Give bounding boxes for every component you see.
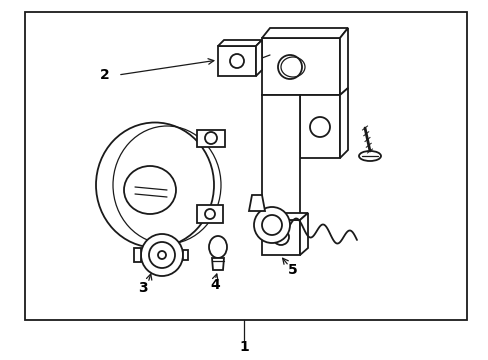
Circle shape [278, 55, 302, 79]
Polygon shape [134, 248, 141, 262]
Polygon shape [218, 40, 262, 46]
Circle shape [253, 207, 289, 243]
Polygon shape [218, 46, 256, 76]
Polygon shape [212, 258, 224, 270]
Polygon shape [339, 28, 347, 95]
Polygon shape [197, 205, 223, 223]
Text: 2: 2 [100, 68, 110, 82]
Polygon shape [262, 38, 339, 95]
Circle shape [204, 132, 217, 144]
Ellipse shape [124, 166, 176, 214]
Polygon shape [262, 95, 299, 220]
Circle shape [149, 242, 175, 268]
Circle shape [158, 251, 165, 259]
Polygon shape [197, 130, 224, 147]
Circle shape [229, 54, 244, 68]
Text: 3: 3 [138, 281, 147, 295]
Polygon shape [299, 213, 307, 255]
Text: 1: 1 [239, 340, 248, 354]
Polygon shape [256, 40, 262, 76]
Circle shape [272, 229, 288, 245]
Polygon shape [248, 195, 264, 211]
Polygon shape [339, 88, 347, 158]
Circle shape [204, 209, 215, 219]
Circle shape [309, 117, 329, 137]
Ellipse shape [208, 236, 226, 258]
Circle shape [141, 234, 183, 276]
Text: 4: 4 [210, 278, 220, 292]
Bar [25, 12, 466, 320]
Polygon shape [262, 220, 299, 255]
Text: 5: 5 [287, 263, 297, 277]
Circle shape [262, 215, 282, 235]
Polygon shape [262, 28, 347, 38]
Ellipse shape [96, 122, 214, 248]
Polygon shape [299, 95, 339, 158]
Polygon shape [262, 213, 307, 220]
Polygon shape [183, 250, 187, 260]
Ellipse shape [358, 151, 380, 161]
